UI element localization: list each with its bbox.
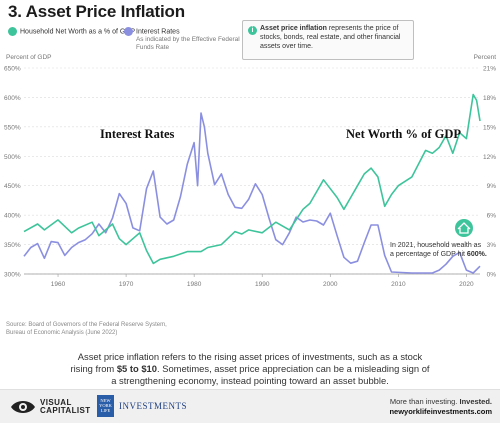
description: Asset price inflation refers to the risi… <box>70 351 430 387</box>
page-title: 3. Asset Price Inflation <box>8 2 185 21</box>
right-tick-label: 9% <box>487 183 497 190</box>
tagline: More than investing. Invested. newyorkli… <box>389 397 492 417</box>
tagline-text: More than investing. <box>389 397 460 406</box>
tagline-strong: Invested. <box>459 397 492 406</box>
info-icon: i <box>248 26 257 35</box>
series-line-household-net-worth-as-a-of-gdp <box>23 93 481 265</box>
callout-line-1: In 2021, household wealth as <box>390 242 482 249</box>
left-axis-unit: Percent of GDP <box>6 54 52 61</box>
new-york-life-logo: NEW YORK LIFE <box>97 395 114 417</box>
left-tick-label: 300% <box>4 272 21 279</box>
right-tick-label: 3% <box>487 242 497 249</box>
x-tick-label: 2020 <box>459 281 474 288</box>
house-icon <box>455 219 473 237</box>
left-tick-label: 550% <box>4 124 21 131</box>
description-bold: $5 to $10 <box>116 363 157 374</box>
description-part-2: . Sometimes, asset price appreciation ca… <box>111 363 430 386</box>
info-box-text: represents the price of stocks, bonds, r… <box>260 25 401 50</box>
right-tick-label: 15% <box>483 124 496 131</box>
website-link[interactable]: newyorklifeinvestments.com <box>389 407 492 416</box>
right-axis-ticks: 0% 3% 6% 9% 12% 15% 18% 21% <box>483 66 496 279</box>
left-tick-label: 350% <box>4 242 21 249</box>
interest-rates-legend-dot <box>124 27 133 36</box>
series-lines <box>23 93 481 274</box>
left-tick-label: 600% <box>4 95 21 102</box>
vc-name-1: VISUAL <box>40 398 72 407</box>
left-tick-label: 500% <box>4 154 21 161</box>
callout-line-2: a percentage of GDP hit 600%. <box>390 251 487 258</box>
footer: VISUAL CAPITALIST NEW YORK LIFE INVESTME… <box>0 389 500 423</box>
info-box: i Asset price inflation represents the p… <box>242 20 414 60</box>
right-tick-label: 0% <box>487 272 497 279</box>
vc-name-2: CAPITALIST <box>40 406 91 415</box>
right-tick-label: 18% <box>483 95 496 102</box>
info-box-bold: Asset price inflation <box>260 25 327 32</box>
right-tick-label: 21% <box>483 66 496 73</box>
description-part-1: Asset price inflation refers to the risi… <box>70 351 423 374</box>
left-tick-label: 450% <box>4 183 21 190</box>
net-worth-legend-label: Household Net Worth as a % of GDP <box>20 28 136 36</box>
visual-capitalist-logo-text: VISUAL CAPITALIST <box>40 399 91 415</box>
x-tick-label: 1980 <box>187 281 202 288</box>
investments-wordmark: INVESTMENTS <box>119 401 187 411</box>
left-tick-label: 400% <box>4 213 21 220</box>
callout-line-2a: a percentage of GDP hit <box>390 251 467 258</box>
source-note: Source: Board of Governors of the Federa… <box>6 322 167 336</box>
x-tick-label: 1970 <box>119 281 134 288</box>
x-tick-label: 2000 <box>323 281 338 288</box>
legend-net-worth: Household Net Worth as a % of GDP <box>8 27 135 36</box>
left-axis-ticks: 300% 350% 400% 450% 500% 550% 600% 650% <box>4 66 21 279</box>
callout-line-2b: 600%. <box>467 251 487 258</box>
x-tick-label: 1990 <box>255 281 270 288</box>
right-tick-label: 12% <box>483 154 496 161</box>
series-line-interest-rates <box>23 112 481 274</box>
x-axis-ticks: 1960 1970 1980 1990 2000 2010 2020 <box>24 273 480 288</box>
interest-rates-annotation: Interest Rates <box>100 127 175 141</box>
right-tick-label: 6% <box>487 213 497 220</box>
legend-interest-rates: Interest Rates As indicated by the Effec… <box>124 27 246 52</box>
visual-capitalist-logo-icon <box>11 401 35 413</box>
net-worth-annotation: Net Worth % of GDP <box>346 127 461 141</box>
right-axis-unit: Percent <box>473 54 496 61</box>
interest-rates-legend-sub: As indicated by the Effective Federal Fu… <box>136 36 240 51</box>
x-tick-label: 2010 <box>391 281 406 288</box>
left-tick-label: 650% <box>4 66 21 73</box>
interest-rates-legend-label: Interest Rates <box>136 28 180 36</box>
x-tick-label: 1960 <box>51 281 66 288</box>
chart: 300% 350% 400% 450% 500% 550% 600% 650% 0% 3% 6% 9… <box>4 66 496 289</box>
net-worth-legend-dot <box>8 27 17 36</box>
